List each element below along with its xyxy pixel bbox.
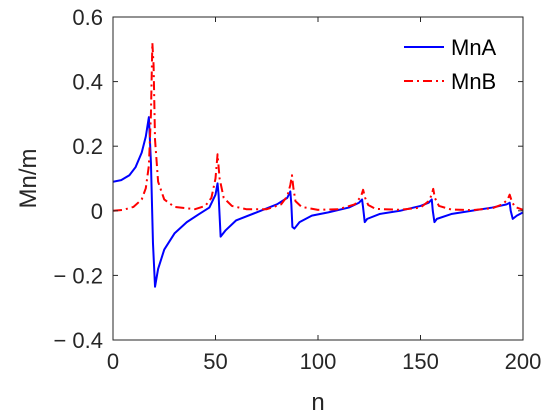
y-tick-label: 0.6 <box>72 5 103 30</box>
x-axis-label: n <box>311 389 324 416</box>
y-tick-label: 0 <box>91 199 103 224</box>
x-tick-label: 0 <box>107 349 119 374</box>
y-tick-label: 0.2 <box>72 134 103 159</box>
axes <box>112 16 524 341</box>
legend-box <box>393 27 515 99</box>
x-tick-label: 150 <box>402 349 439 374</box>
y-tick-label: 0.4 <box>72 70 103 95</box>
series-line-mnb <box>113 41 523 212</box>
y-tick-label: − 0.2 <box>53 263 103 288</box>
x-tick-label: 50 <box>203 349 227 374</box>
x-tick-label: 100 <box>300 349 337 374</box>
tick-labels: 0 50 100 150 200 − 0.4 − 0.2 0 0.2 0.4 0.6 <box>53 5 541 374</box>
x-tick-label: 200 <box>505 349 542 374</box>
legend-label-mnb: MnB <box>451 69 496 94</box>
legend: MnA MnB <box>393 27 515 99</box>
legend-label-mna: MnA <box>451 35 497 60</box>
y-axis-label: Mn/m <box>15 149 42 209</box>
series-line-mna <box>113 116 523 288</box>
y-tick-label: − 0.4 <box>53 328 103 353</box>
plot-area <box>113 41 523 288</box>
